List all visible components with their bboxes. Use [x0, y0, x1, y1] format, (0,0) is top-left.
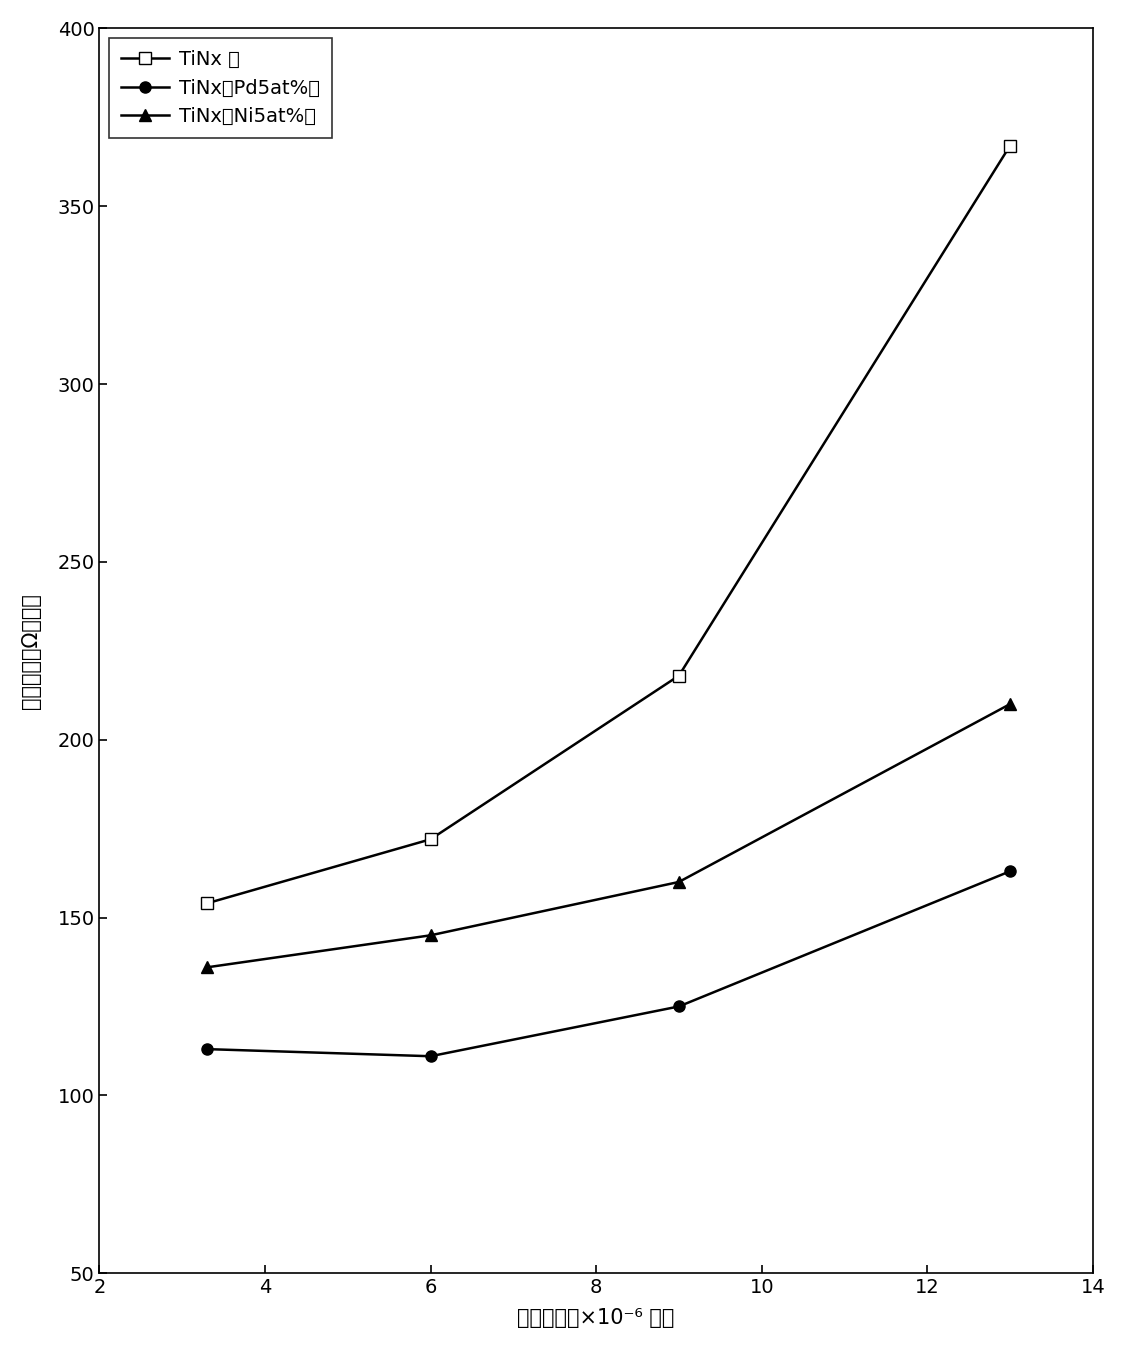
Line: TiNx：Ni5at%膜: TiNx：Ni5at%膜 — [202, 699, 1016, 973]
TiNx：Pd5at%膜 — [423, 1048, 437, 1064]
Y-axis label: 表面电阵（Ω／口）: 表面电阵（Ω／口） — [21, 592, 41, 708]
TiNx 膜 — [1003, 138, 1017, 154]
TiNx：Pd5at%膜 — [1003, 863, 1017, 880]
TiNx：Pd5at%膜 — [672, 998, 686, 1014]
TiNx 膜 — [672, 668, 686, 684]
TiNx：Ni5at%膜 — [200, 959, 214, 975]
Legend: TiNx 膜, TiNx：Pd5at%膜, TiNx：Ni5at%膜: TiNx 膜, TiNx：Pd5at%膜, TiNx：Ni5at%膜 — [109, 38, 332, 138]
TiNx 膜 — [200, 896, 214, 912]
TiNx：Ni5at%膜 — [1003, 696, 1017, 712]
TiNx：Pd5at%膜 — [200, 1041, 214, 1058]
TiNx 膜 — [423, 831, 437, 847]
Line: TiNx 膜: TiNx 膜 — [202, 140, 1016, 909]
Line: TiNx：Pd5at%膜: TiNx：Pd5at%膜 — [202, 866, 1016, 1062]
X-axis label: 残留气压（×10⁻⁶ 毫）: 残留气压（×10⁻⁶ 毫） — [518, 1309, 674, 1329]
TiNx：Ni5at%膜 — [423, 927, 437, 943]
TiNx：Ni5at%膜 — [672, 874, 686, 890]
